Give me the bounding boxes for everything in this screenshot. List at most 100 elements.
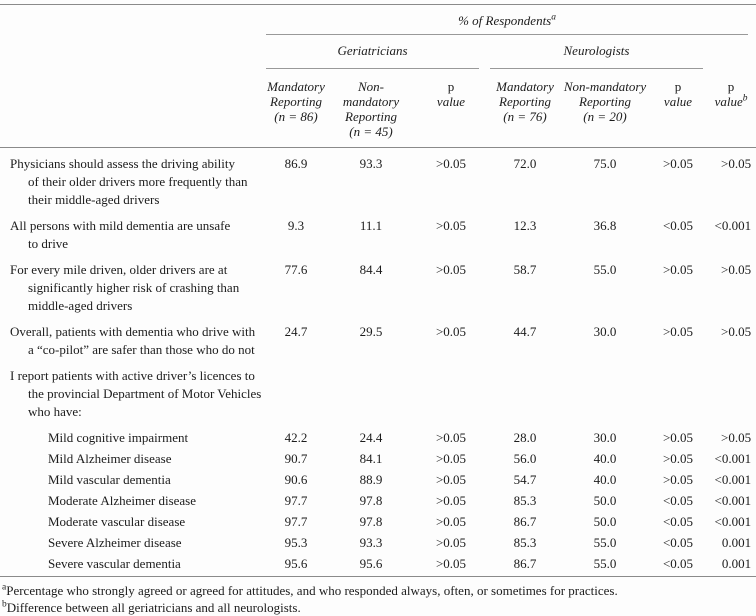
group-label-geriatricians: Geriatricians bbox=[337, 43, 408, 58]
value-cell bbox=[262, 367, 330, 429]
value-cell: <0.001 bbox=[714, 493, 752, 508]
condition-cell: Mild vascular dementia bbox=[48, 472, 171, 487]
table-row: Mild Alzheimer disease 90.7 84.1 >0.05 5… bbox=[0, 450, 756, 471]
value-cell bbox=[650, 367, 706, 429]
value-cell: 9.3 bbox=[287, 218, 305, 233]
value-cell: 88.9 bbox=[359, 472, 383, 487]
table-row: Severe vascular dementia 95.6 95.6 >0.05… bbox=[0, 555, 756, 577]
value-cell: 86.7 bbox=[513, 514, 537, 529]
footnote-a-marker: a bbox=[2, 582, 7, 593]
footnote-a: aPercentage who strongly agreed or agree… bbox=[2, 582, 756, 599]
value-cell: <0.05 bbox=[662, 218, 694, 233]
footnote-b: bDifference between all geriatricians an… bbox=[2, 599, 756, 616]
value-cell: 93.3 bbox=[359, 535, 383, 550]
value-cell: <0.05 bbox=[650, 555, 706, 577]
value-cell: <0.05 bbox=[662, 514, 694, 529]
header-stub bbox=[0, 69, 262, 148]
value-cell: >0.05 bbox=[435, 156, 467, 171]
table-row: Physicians should assess the driving abi… bbox=[0, 148, 756, 218]
value-cell: 24.7 bbox=[284, 324, 308, 339]
footnote-a-text: Percentage who strongly agreed or agreed… bbox=[6, 583, 618, 598]
value-cell: 90.7 bbox=[284, 451, 308, 466]
value-cell: 11.1 bbox=[359, 218, 383, 233]
value-cell: 95.6 bbox=[330, 555, 412, 577]
value-cell: >0.05 bbox=[435, 218, 467, 233]
value-cell: 30.0 bbox=[593, 430, 617, 445]
value-cell: 85.3 bbox=[513, 493, 537, 508]
col-header-ger-pvalue: p value bbox=[412, 69, 490, 148]
value-cell: 28.0 bbox=[513, 430, 537, 445]
value-cell: 97.7 bbox=[284, 493, 308, 508]
value-cell: 50.0 bbox=[593, 514, 617, 529]
table-header: % of Respondentsa Geriatricians Neurolog… bbox=[0, 5, 756, 148]
geriatricians-spanner: Geriatricians bbox=[266, 43, 479, 69]
value-cell: <0.001 bbox=[714, 218, 752, 233]
value-cell: >0.05 bbox=[435, 535, 467, 550]
value-cell: 29.5 bbox=[359, 324, 383, 339]
value-cell: 77.6 bbox=[284, 262, 308, 277]
value-cell: 75.0 bbox=[593, 156, 617, 171]
value-cell bbox=[490, 367, 560, 429]
col-header-ger-mandatory: Mandatory Reporting (n = 86) bbox=[262, 69, 330, 148]
value-cell: >0.05 bbox=[662, 262, 694, 277]
value-cell: 86.9 bbox=[284, 156, 308, 171]
group-geriatricians-cell: Geriatricians bbox=[262, 35, 490, 69]
footnote-b-ref: b bbox=[742, 93, 748, 104]
condition-cell: Severe Alzheimer disease bbox=[48, 535, 182, 550]
value-cell: <0.001 bbox=[714, 514, 752, 529]
table-row: Moderate Alzheimer disease 97.7 97.8 >0.… bbox=[0, 492, 756, 513]
header-stub bbox=[0, 35, 262, 69]
table-row: Mild cognitive impairment 42.2 24.4 >0.0… bbox=[0, 429, 756, 450]
value-cell: 54.7 bbox=[513, 472, 537, 487]
value-cell: 72.0 bbox=[513, 156, 537, 171]
table-row: Severe Alzheimer disease 95.3 93.3 >0.05… bbox=[0, 534, 756, 555]
table-row: Moderate vascular disease 97.7 97.8 >0.0… bbox=[0, 513, 756, 534]
value-cell: >0.05 bbox=[662, 472, 694, 487]
neurologists-spanner: Neurologists bbox=[490, 43, 703, 69]
statement-cell: Overall, patients with dementia who driv… bbox=[10, 324, 256, 357]
value-cell: >0.05 bbox=[435, 324, 467, 339]
value-cell: >0.05 bbox=[435, 493, 467, 508]
value-cell: 40.0 bbox=[593, 472, 617, 487]
table-row: Mild vascular dementia 90.6 88.9 >0.05 5… bbox=[0, 471, 756, 492]
value-cell bbox=[706, 367, 756, 429]
value-cell: <0.05 bbox=[662, 493, 694, 508]
condition-cell: Moderate vascular disease bbox=[48, 514, 186, 529]
group-label-neurologists: Neurologists bbox=[563, 43, 630, 58]
value-cell: 24.4 bbox=[359, 430, 383, 445]
table-row: Overall, patients with dementia who driv… bbox=[0, 323, 756, 367]
value-cell: 0.001 bbox=[721, 535, 752, 550]
value-cell: 50.0 bbox=[593, 493, 617, 508]
value-cell: >0.05 bbox=[721, 430, 752, 445]
value-cell: 90.6 bbox=[284, 472, 308, 487]
col-header-ger-nonmandatory: Non-mandatory Reporting (n = 45) bbox=[330, 69, 412, 148]
table-title: % of Respondents bbox=[458, 13, 552, 28]
value-cell: >0.05 bbox=[721, 262, 752, 277]
value-cell: <0.05 bbox=[662, 535, 694, 550]
value-cell: >0.05 bbox=[662, 451, 694, 466]
value-cell: >0.05 bbox=[435, 514, 467, 529]
table-row: All persons with mild dementia are unsaf… bbox=[0, 217, 756, 261]
condition-cell: Mild cognitive impairment bbox=[48, 430, 189, 445]
value-cell: 0.001 bbox=[706, 555, 756, 577]
table-title-cell: % of Respondentsa bbox=[262, 5, 756, 35]
value-cell: 84.4 bbox=[359, 262, 383, 277]
value-cell: 85.3 bbox=[513, 535, 537, 550]
value-cell: 55.0 bbox=[593, 262, 617, 277]
table-row: I report patients with active driver’s l… bbox=[0, 367, 756, 429]
value-cell: >0.05 bbox=[435, 430, 467, 445]
value-cell bbox=[412, 367, 490, 429]
value-cell: 40.0 bbox=[593, 451, 617, 466]
value-cell: 44.7 bbox=[513, 324, 537, 339]
value-cell: 36.8 bbox=[593, 218, 617, 233]
condition-cell: Moderate Alzheimer disease bbox=[48, 493, 196, 508]
value-cell: >0.05 bbox=[435, 262, 467, 277]
respondents-spanner: % of Respondentsa bbox=[266, 13, 749, 35]
attitudes-practices-table: % of Respondentsa Geriatricians Neurolog… bbox=[0, 4, 756, 577]
table-row: For every mile driven, older drivers are… bbox=[0, 261, 756, 323]
value-cell: <0.001 bbox=[714, 451, 752, 466]
header-stub bbox=[0, 5, 262, 36]
value-cell: 30.0 bbox=[593, 324, 617, 339]
footnotes: aPercentage who strongly agreed or agree… bbox=[0, 577, 756, 616]
